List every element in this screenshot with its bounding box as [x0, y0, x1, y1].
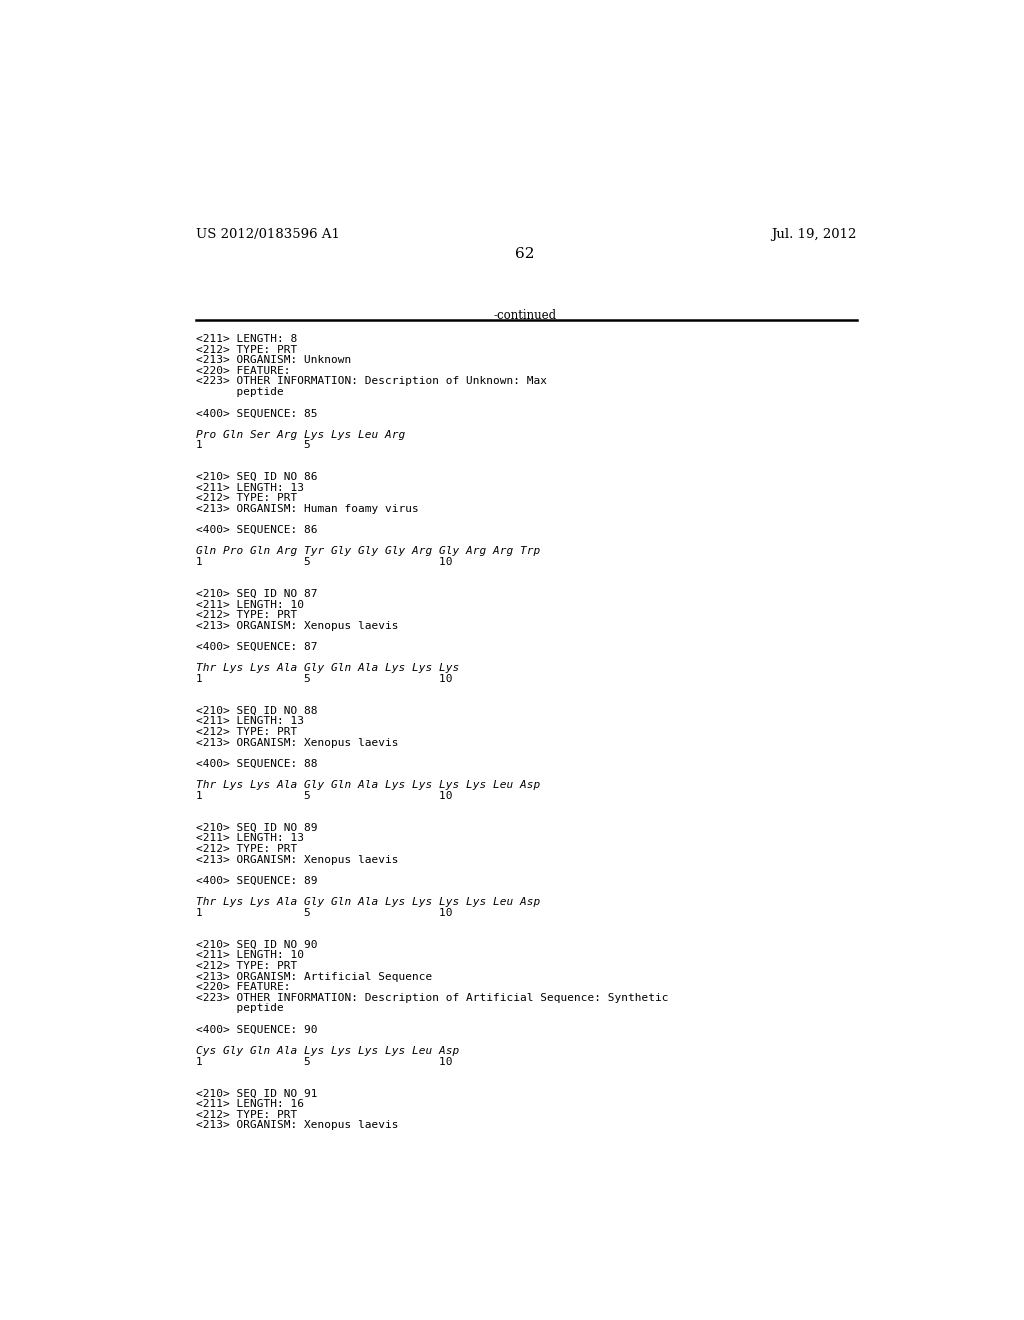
Text: peptide: peptide	[197, 1003, 284, 1014]
Text: <211> LENGTH: 13: <211> LENGTH: 13	[197, 833, 304, 843]
Text: <210> SEQ ID NO 88: <210> SEQ ID NO 88	[197, 706, 317, 715]
Text: <400> SEQUENCE: 90: <400> SEQUENCE: 90	[197, 1024, 317, 1035]
Text: <210> SEQ ID NO 86: <210> SEQ ID NO 86	[197, 473, 317, 482]
Text: <213> ORGANISM: Human foamy virus: <213> ORGANISM: Human foamy virus	[197, 504, 419, 513]
Text: <213> ORGANISM: Xenopus laevis: <213> ORGANISM: Xenopus laevis	[197, 1121, 398, 1130]
Text: 1               5                   10: 1 5 10	[197, 791, 453, 801]
Text: <212> TYPE: PRT: <212> TYPE: PRT	[197, 610, 297, 620]
Text: <211> LENGTH: 13: <211> LENGTH: 13	[197, 483, 304, 492]
Text: <212> TYPE: PRT: <212> TYPE: PRT	[197, 961, 297, 972]
Text: <212> TYPE: PRT: <212> TYPE: PRT	[197, 843, 297, 854]
Text: <211> LENGTH: 16: <211> LENGTH: 16	[197, 1100, 304, 1109]
Text: <223> OTHER INFORMATION: Description of Unknown: Max: <223> OTHER INFORMATION: Description of …	[197, 376, 547, 387]
Text: Jul. 19, 2012: Jul. 19, 2012	[771, 227, 856, 240]
Text: peptide: peptide	[197, 387, 284, 397]
Text: Gln Pro Gln Arg Tyr Gly Gly Gly Arg Gly Arg Arg Trp: Gln Pro Gln Arg Tyr Gly Gly Gly Arg Gly …	[197, 546, 541, 557]
Text: Cys Gly Gln Ala Lys Lys Lys Lys Leu Asp: Cys Gly Gln Ala Lys Lys Lys Lys Leu Asp	[197, 1045, 460, 1056]
Text: <210> SEQ ID NO 90: <210> SEQ ID NO 90	[197, 940, 317, 949]
Text: Pro Gln Ser Arg Lys Lys Leu Arg: Pro Gln Ser Arg Lys Lys Leu Arg	[197, 429, 406, 440]
Text: <400> SEQUENCE: 89: <400> SEQUENCE: 89	[197, 876, 317, 886]
Text: <211> LENGTH: 13: <211> LENGTH: 13	[197, 717, 304, 726]
Text: US 2012/0183596 A1: US 2012/0183596 A1	[197, 227, 340, 240]
Text: <220> FEATURE:: <220> FEATURE:	[197, 366, 291, 376]
Text: <213> ORGANISM: Xenopus laevis: <213> ORGANISM: Xenopus laevis	[197, 620, 398, 631]
Text: Thr Lys Lys Ala Gly Gln Ala Lys Lys Lys Lys Leu Asp: Thr Lys Lys Ala Gly Gln Ala Lys Lys Lys …	[197, 898, 541, 907]
Text: 1               5: 1 5	[197, 441, 311, 450]
Text: 1               5                   10: 1 5 10	[197, 557, 453, 568]
Text: <211> LENGTH: 8: <211> LENGTH: 8	[197, 334, 297, 345]
Text: <400> SEQUENCE: 86: <400> SEQUENCE: 86	[197, 525, 317, 535]
Text: 62: 62	[515, 247, 535, 261]
Text: <223> OTHER INFORMATION: Description of Artificial Sequence: Synthetic: <223> OTHER INFORMATION: Description of …	[197, 993, 669, 1003]
Text: <400> SEQUENCE: 87: <400> SEQUENCE: 87	[197, 642, 317, 652]
Text: <400> SEQUENCE: 85: <400> SEQUENCE: 85	[197, 408, 317, 418]
Text: <212> TYPE: PRT: <212> TYPE: PRT	[197, 345, 297, 355]
Text: <213> ORGANISM: Unknown: <213> ORGANISM: Unknown	[197, 355, 351, 366]
Text: <212> TYPE: PRT: <212> TYPE: PRT	[197, 727, 297, 737]
Text: <213> ORGANISM: Xenopus laevis: <213> ORGANISM: Xenopus laevis	[197, 854, 398, 865]
Text: <210> SEQ ID NO 89: <210> SEQ ID NO 89	[197, 822, 317, 833]
Text: <212> TYPE: PRT: <212> TYPE: PRT	[197, 494, 297, 503]
Text: <211> LENGTH: 10: <211> LENGTH: 10	[197, 950, 304, 960]
Text: <210> SEQ ID NO 91: <210> SEQ ID NO 91	[197, 1089, 317, 1098]
Text: -continued: -continued	[494, 309, 556, 322]
Text: Thr Lys Lys Ala Gly Gln Ala Lys Lys Lys Lys Leu Asp: Thr Lys Lys Ala Gly Gln Ala Lys Lys Lys …	[197, 780, 541, 791]
Text: <211> LENGTH: 10: <211> LENGTH: 10	[197, 599, 304, 610]
Text: 1               5                   10: 1 5 10	[197, 1056, 453, 1067]
Text: <400> SEQUENCE: 88: <400> SEQUENCE: 88	[197, 759, 317, 770]
Text: Thr Lys Lys Ala Gly Gln Ala Lys Lys Lys: Thr Lys Lys Ala Gly Gln Ala Lys Lys Lys	[197, 664, 460, 673]
Text: <212> TYPE: PRT: <212> TYPE: PRT	[197, 1110, 297, 1119]
Text: <220> FEATURE:: <220> FEATURE:	[197, 982, 291, 993]
Text: <213> ORGANISM: Xenopus laevis: <213> ORGANISM: Xenopus laevis	[197, 738, 398, 747]
Text: <213> ORGANISM: Artificial Sequence: <213> ORGANISM: Artificial Sequence	[197, 972, 432, 982]
Text: 1               5                   10: 1 5 10	[197, 675, 453, 684]
Text: <210> SEQ ID NO 87: <210> SEQ ID NO 87	[197, 589, 317, 599]
Text: 1               5                   10: 1 5 10	[197, 908, 453, 917]
